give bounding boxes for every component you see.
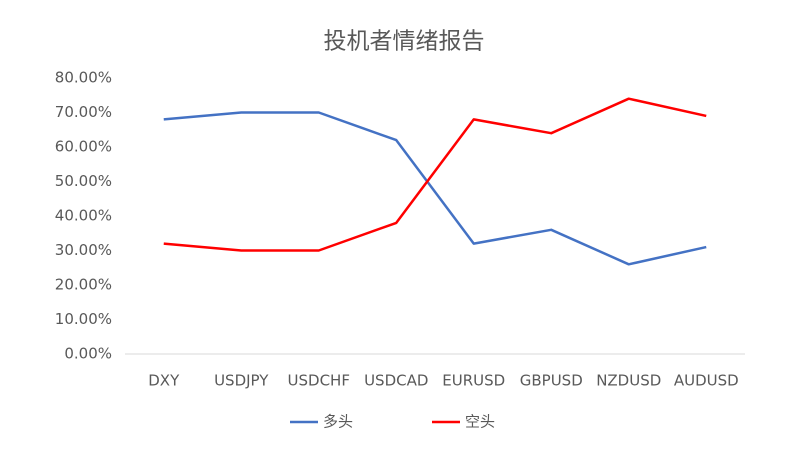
y-tick-label: 20.00% bbox=[55, 276, 112, 294]
x-tick-label: NZDUSD bbox=[596, 372, 661, 390]
x-tick-label: AUDUSD bbox=[674, 372, 739, 390]
legend-label: 空头 bbox=[465, 413, 495, 431]
y-tick-label: 30.00% bbox=[55, 241, 112, 259]
y-tick-label: 40.00% bbox=[55, 207, 112, 225]
series-line bbox=[163, 97, 707, 252]
legend-label: 多头 bbox=[323, 413, 353, 431]
y-tick-label: 60.00% bbox=[55, 138, 112, 156]
y-tick-label: 70.00% bbox=[55, 103, 112, 121]
y-tick-label: 10.00% bbox=[55, 310, 112, 328]
x-tick-label: USDJPY bbox=[214, 372, 269, 390]
x-tick-label: USDCHF bbox=[288, 372, 350, 390]
x-tick-label: GBPUSD bbox=[520, 372, 583, 390]
chart-title: 投机者情绪报告 bbox=[324, 29, 485, 55]
x-tick-label: DXY bbox=[148, 372, 180, 390]
y-tick-label: 80.00% bbox=[55, 69, 112, 87]
y-tick-label: 0.00% bbox=[64, 345, 112, 363]
series-line bbox=[163, 111, 707, 266]
x-tick-label: EURUSD bbox=[442, 372, 505, 390]
x-tick-label: USDCAD bbox=[364, 372, 428, 390]
y-tick-label: 50.00% bbox=[55, 172, 112, 190]
